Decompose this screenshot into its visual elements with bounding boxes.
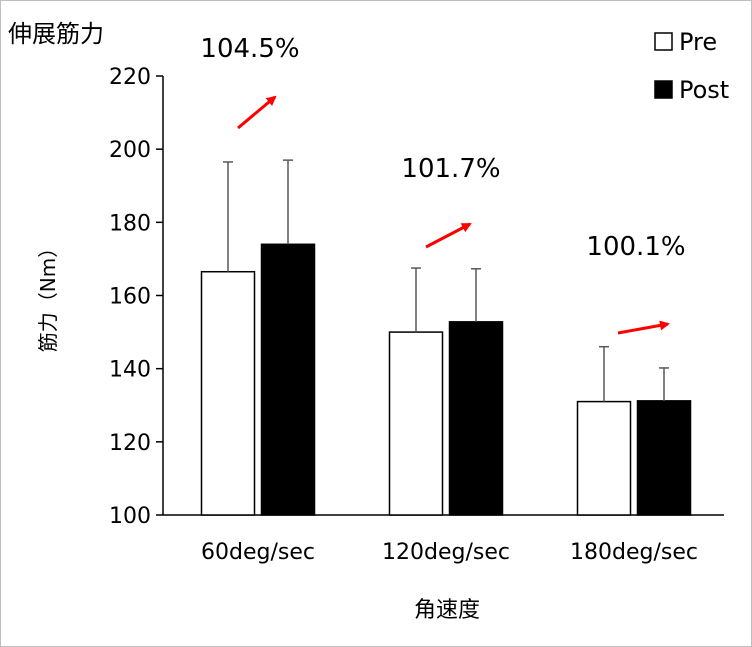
legend-label-pre: Pre: [679, 28, 717, 56]
y-tick-label: 140: [109, 358, 151, 383]
percent-change-label: 104.5%: [200, 34, 299, 64]
percent-change-label: 101.7%: [401, 154, 500, 184]
x-axis-label: 角速度: [414, 598, 480, 623]
trend-arrow: [617, 320, 670, 335]
percent-change-label: 100.1%: [586, 232, 685, 262]
legend-swatch-post: [654, 80, 673, 99]
bar-post: [636, 400, 692, 516]
bar-pre: [200, 270, 256, 516]
x-tick-label: 180deg/sec: [570, 540, 698, 565]
y-tick-label: 100: [109, 504, 151, 529]
y-tick-label: 120: [109, 431, 151, 456]
y-tick-label: 200: [109, 138, 151, 163]
trend-arrow: [425, 222, 472, 249]
chart-title: 伸展筋力: [8, 20, 104, 48]
bar-post: [260, 243, 316, 516]
y-axis-label: 筋力（Nm）: [36, 238, 60, 352]
bar-pre: [576, 400, 632, 516]
x-tick-label: 120deg/sec: [382, 540, 510, 565]
legend-swatch-pre: [654, 32, 673, 51]
legend-label-post: Post: [679, 76, 729, 104]
x-tick-label: 60deg/sec: [201, 540, 315, 565]
y-tick-label: 160: [109, 285, 151, 310]
bar-pre: [388, 331, 444, 516]
y-tick-label: 180: [109, 211, 151, 236]
y-tick-label: 220: [109, 65, 151, 90]
bar-post: [448, 321, 504, 516]
trend-arrow: [237, 95, 277, 130]
